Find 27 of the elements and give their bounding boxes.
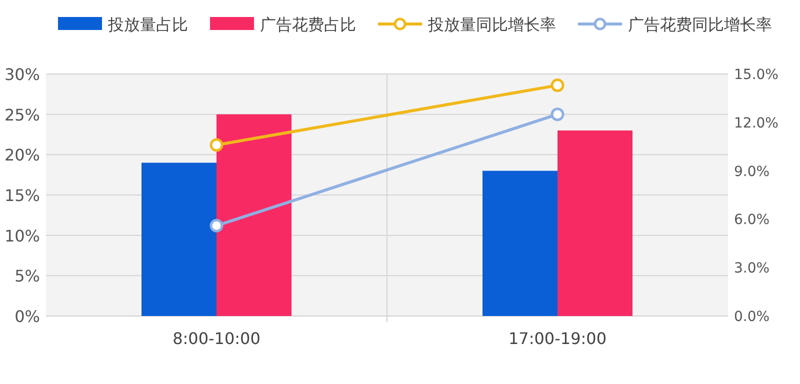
bar (558, 130, 632, 316)
y-tick-label: 0% (14, 307, 40, 326)
legend-label: 投放量同比增长率 (427, 15, 556, 34)
y-tick-label: 15% (4, 186, 40, 205)
x-tick-label: 8:00-10:00 (172, 329, 260, 348)
point (210, 218, 224, 232)
y-tick-label: 10% (4, 226, 40, 246)
y2-tick-label: 15.0% (734, 67, 778, 83)
bar (482, 170, 558, 316)
y-tick-label: 5% (14, 266, 40, 286)
legend-label: 投放量占比 (107, 15, 188, 34)
bar (216, 114, 292, 316)
y-tick-label: 20% (4, 146, 40, 165)
point (550, 78, 564, 92)
y2-tick-label: 6.0% (734, 212, 770, 228)
point (550, 108, 564, 122)
legend-label: 广告花费占比 (260, 15, 356, 34)
y2-tick-label: 0.0% (734, 309, 770, 325)
y-tick-label: 25% (4, 105, 40, 124)
point (210, 138, 224, 152)
y2-tick-label: 9.0% (734, 164, 770, 180)
bar (142, 162, 216, 316)
legend-label: 广告花费同比增长率 (628, 15, 772, 34)
x-tick-label: 17:00-19:00 (508, 329, 606, 348)
y2-tick-label: 3.0% (734, 260, 770, 277)
y-tick-label: 30% (4, 65, 40, 84)
y2-tick-label: 12.0% (734, 115, 778, 132)
